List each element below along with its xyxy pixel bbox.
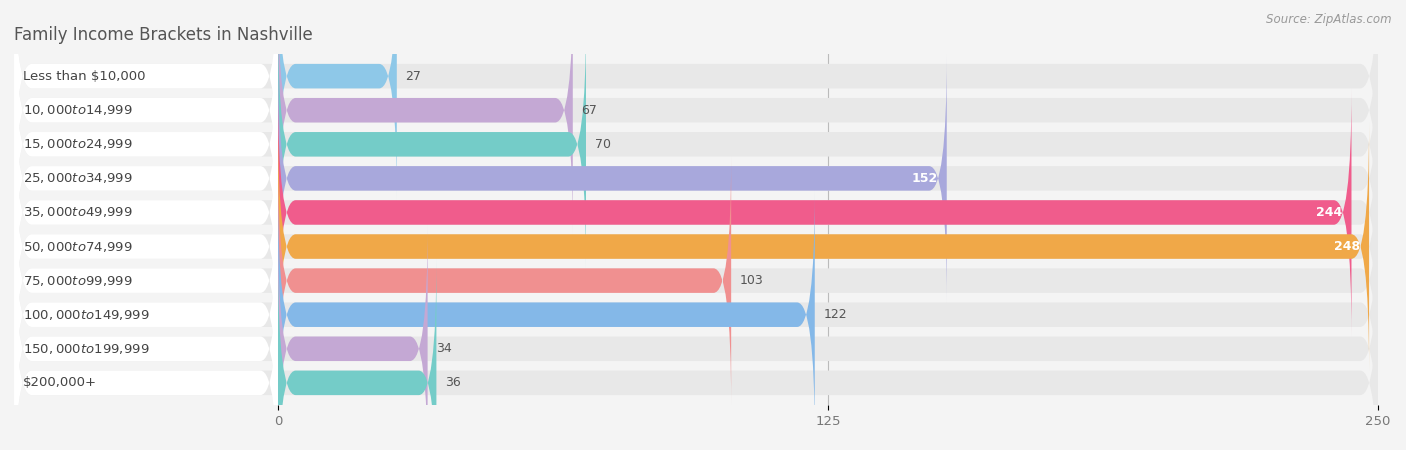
FancyBboxPatch shape: [14, 122, 1378, 371]
FancyBboxPatch shape: [278, 225, 427, 450]
FancyBboxPatch shape: [14, 0, 278, 200]
Text: 103: 103: [740, 274, 763, 287]
FancyBboxPatch shape: [278, 259, 436, 450]
Text: $35,000 to $49,999: $35,000 to $49,999: [22, 206, 132, 220]
Text: 27: 27: [405, 70, 422, 83]
Text: 34: 34: [436, 342, 453, 355]
Text: $200,000+: $200,000+: [22, 376, 97, 389]
Text: 244: 244: [1316, 206, 1343, 219]
FancyBboxPatch shape: [14, 259, 278, 450]
FancyBboxPatch shape: [14, 122, 278, 371]
FancyBboxPatch shape: [278, 0, 396, 200]
FancyBboxPatch shape: [278, 122, 1369, 371]
FancyBboxPatch shape: [14, 157, 1378, 405]
Text: 248: 248: [1334, 240, 1360, 253]
FancyBboxPatch shape: [14, 191, 278, 439]
Text: 122: 122: [824, 308, 848, 321]
FancyBboxPatch shape: [14, 191, 1378, 439]
Text: $25,000 to $34,999: $25,000 to $34,999: [22, 171, 132, 185]
FancyBboxPatch shape: [14, 0, 1378, 234]
FancyBboxPatch shape: [14, 54, 278, 302]
Text: 152: 152: [911, 172, 938, 185]
FancyBboxPatch shape: [14, 0, 278, 234]
Text: 70: 70: [595, 138, 610, 151]
Text: 67: 67: [582, 104, 598, 117]
FancyBboxPatch shape: [14, 225, 1378, 450]
FancyBboxPatch shape: [14, 225, 278, 450]
FancyBboxPatch shape: [278, 20, 586, 268]
FancyBboxPatch shape: [14, 0, 1378, 200]
FancyBboxPatch shape: [14, 259, 1378, 450]
Text: $100,000 to $149,999: $100,000 to $149,999: [22, 308, 149, 322]
FancyBboxPatch shape: [14, 20, 1378, 268]
FancyBboxPatch shape: [14, 88, 1378, 337]
FancyBboxPatch shape: [14, 54, 1378, 302]
FancyBboxPatch shape: [278, 0, 572, 234]
Text: Family Income Brackets in Nashville: Family Income Brackets in Nashville: [14, 26, 312, 44]
Text: $15,000 to $24,999: $15,000 to $24,999: [22, 137, 132, 151]
FancyBboxPatch shape: [278, 157, 731, 405]
FancyBboxPatch shape: [278, 191, 814, 439]
FancyBboxPatch shape: [278, 88, 1351, 337]
Text: $10,000 to $14,999: $10,000 to $14,999: [22, 103, 132, 117]
Text: 36: 36: [446, 376, 461, 389]
Text: Source: ZipAtlas.com: Source: ZipAtlas.com: [1267, 14, 1392, 27]
FancyBboxPatch shape: [14, 88, 278, 337]
Text: $50,000 to $74,999: $50,000 to $74,999: [22, 239, 132, 253]
FancyBboxPatch shape: [14, 20, 278, 268]
Text: $75,000 to $99,999: $75,000 to $99,999: [22, 274, 132, 288]
Text: $150,000 to $199,999: $150,000 to $199,999: [22, 342, 149, 356]
Text: Less than $10,000: Less than $10,000: [22, 70, 145, 83]
FancyBboxPatch shape: [278, 54, 946, 302]
FancyBboxPatch shape: [14, 157, 278, 405]
